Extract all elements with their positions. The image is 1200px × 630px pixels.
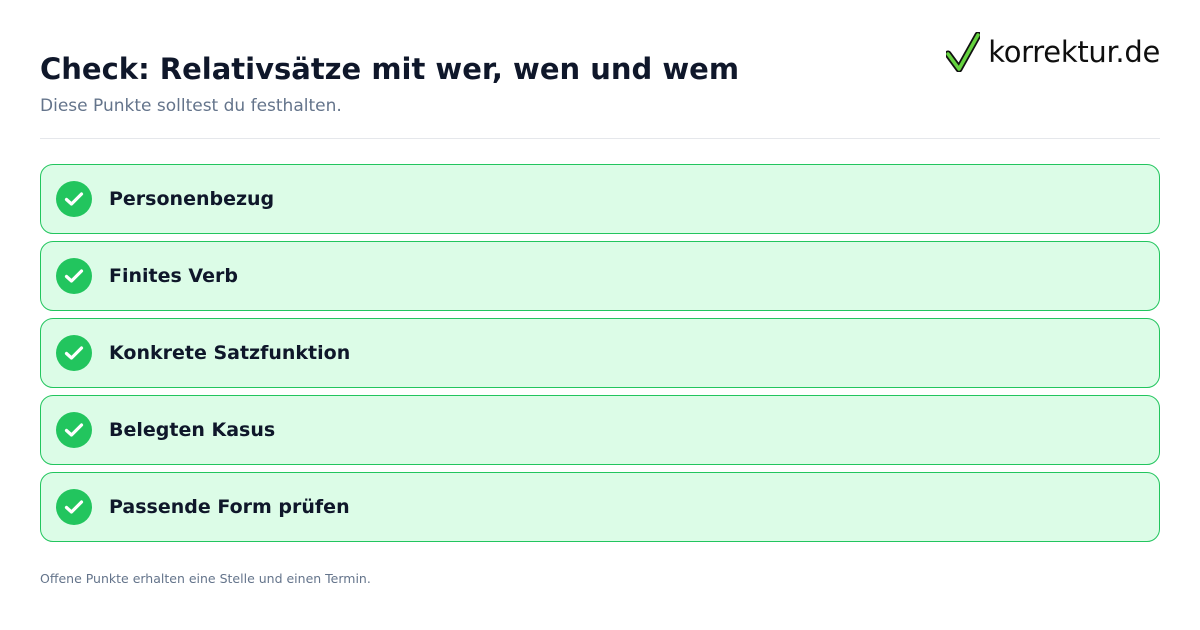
checkmark-icon bbox=[946, 32, 981, 72]
checklist-item-label: Passende Form prüfen bbox=[109, 496, 350, 518]
checklist-item: Belegten Kasus bbox=[40, 395, 1160, 465]
header: Check: Relativsätze mit wer, wen und wem… bbox=[40, 32, 1160, 140]
brand-name: korrektur.de bbox=[988, 35, 1160, 69]
checklist-item-label: Personenbezug bbox=[109, 188, 275, 210]
checklist: Personenbezug Finites Verb Konkrete Satz… bbox=[40, 164, 1160, 542]
footer-note: Offene Punkte erhalten eine Stelle und e… bbox=[40, 571, 371, 586]
check-circle-icon bbox=[56, 412, 92, 448]
checklist-card: Check: Relativsätze mit wer, wen und wem… bbox=[40, 0, 1160, 630]
check-circle-icon bbox=[56, 489, 92, 525]
checklist-item-label: Konkrete Satzfunktion bbox=[109, 342, 351, 364]
page-title: Check: Relativsätze mit wer, wen und wem bbox=[40, 52, 740, 86]
brand-logo: korrektur.de bbox=[946, 30, 1160, 74]
checklist-item: Passende Form prüfen bbox=[40, 472, 1160, 542]
page-subtitle: Diese Punkte solltest du festhalten. bbox=[40, 96, 342, 116]
divider bbox=[40, 138, 1160, 139]
checklist-item: Personenbezug bbox=[40, 164, 1160, 234]
checklist-item: Konkrete Satzfunktion bbox=[40, 318, 1160, 388]
check-circle-icon bbox=[56, 258, 92, 294]
checklist-item-label: Finites Verb bbox=[109, 265, 238, 287]
check-circle-icon bbox=[56, 181, 92, 217]
checklist-item: Finites Verb bbox=[40, 241, 1160, 311]
checklist-item-label: Belegten Kasus bbox=[109, 419, 276, 441]
check-circle-icon bbox=[56, 335, 92, 371]
